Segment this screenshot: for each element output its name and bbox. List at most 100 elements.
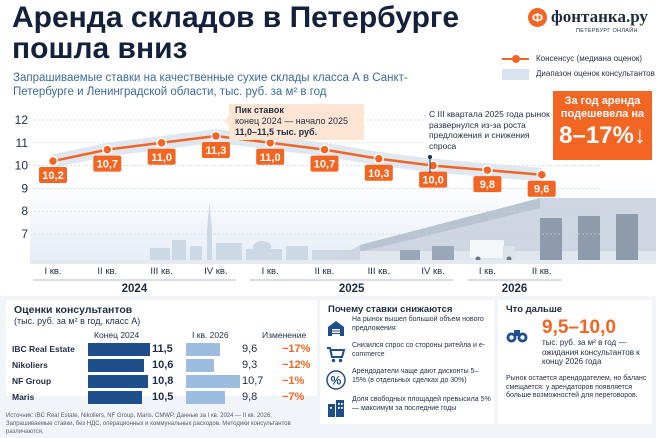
value-2024: 11,5: [152, 343, 173, 355]
data-label: 10,7: [314, 159, 335, 171]
logo-tagline: ПЕТЕРБУРГ ОНЛАЙН: [576, 28, 638, 34]
x-tick-label: I кв.: [262, 266, 279, 277]
data-label: 11,0: [260, 152, 281, 164]
year-labels: 2024 2025 2026: [33, 279, 562, 295]
forecast-range: 9,5–10,0: [542, 317, 616, 338]
data-label-box: [310, 155, 339, 172]
reason-text: Снизился спрос со стороны ритейла и e-co…: [352, 342, 486, 358]
change-value: −12%: [282, 359, 311, 371]
year-label: 2025: [339, 283, 365, 295]
data-point: [156, 137, 167, 149]
next-panel: Что дальше 9,5–10,0 тыс. руб. за м² в го…: [498, 300, 652, 424]
consultants-subtitle: (тыс. руб. за м² в год, класс А): [14, 316, 141, 326]
percent-icon: %: [326, 370, 346, 390]
consensus-line: [52, 134, 542, 176]
data-label: 11,0: [151, 152, 172, 164]
x-tick-label: III кв.: [150, 266, 172, 277]
data-point: [427, 160, 439, 171]
y-tick-label: 8: [21, 204, 28, 218]
logo-mark: Ф: [528, 8, 547, 27]
warehouse-icon: [328, 321, 344, 336]
data-point: [102, 144, 113, 155]
col-header-2026: I кв. 2026: [192, 330, 229, 340]
consultant-name: Maris: [12, 392, 35, 402]
buildings-icon: [328, 400, 344, 417]
binoculars-icon: [506, 330, 528, 343]
x-tick-label: I кв.: [479, 266, 496, 277]
reason-item: % Арендодатели чаще дают дисконты 5–15% …: [326, 368, 492, 394]
peak-callout-range: 11,0–11,5 тыс. руб.: [235, 127, 318, 137]
annual-drop-value: 8–17%↓: [559, 122, 646, 149]
city-skyline: [150, 202, 352, 260]
reason-item: На рынок вышел большой объем нового пред…: [326, 316, 492, 342]
reason-text: Арендодатели чаще дают дисконты 5–15% (в…: [352, 368, 479, 384]
bar-2024: [88, 343, 150, 356]
legend-range-label: Диапазон оценок консультантов: [536, 69, 655, 78]
data-labels: 10,2 10,7 11,0 11,3 11,0 10,7 10,3 10,0 9,8 9,6: [39, 141, 556, 197]
svg-text:%: %: [331, 374, 342, 388]
x-tick-label: IV кв.: [421, 266, 444, 277]
y-tick-label: 12: [15, 113, 29, 127]
page-title: Аренда складов в Петербурге пошла вниз: [12, 1, 460, 65]
y-tick-label: 10: [15, 159, 29, 173]
x-tick-label: II кв.: [532, 266, 552, 277]
forecast-paragraph: Рынок остается арендодателем, но баланс …: [506, 375, 647, 399]
bar-2026: [186, 391, 225, 404]
annual-drop-box: За год аренда подешевела на 8–17%↓: [553, 91, 652, 160]
legend-consensus-label: Консенсус (медиана оценок): [536, 54, 643, 63]
year-label: 2026: [502, 283, 528, 295]
fontanka-logo[interactable]: Ф фонтанка.ру ПЕТЕРБУРГ ОНЛАЙН: [528, 6, 650, 38]
data-label-box: [39, 167, 67, 184]
why-title: Почему ставки снижаются: [328, 304, 453, 315]
change-value: −17%: [282, 343, 311, 355]
why-panel: Почему ставки снижаются На рынок вышел б…: [320, 300, 494, 424]
reason-item: Доля свободных площадей превысила 5% — м…: [326, 396, 492, 422]
consultant-name: IBC Real Estate: [12, 344, 75, 354]
reason-text: Доля свободных площадей превысила 5% — м…: [352, 396, 491, 412]
value-2026: 9,3: [242, 359, 258, 371]
legend-consensus-dot: [512, 55, 520, 63]
data-points: [47, 130, 547, 180]
peak-callout: Пик ставок конец 2024 — начало 2025 11,0…: [224, 104, 364, 140]
consultant-name: Nikoliers: [12, 360, 48, 370]
chart-background: [0, 100, 656, 296]
y-tick-label: 7: [21, 227, 28, 241]
value-2026: 9,8: [242, 391, 258, 403]
logo-name: фонтанка.ру: [551, 7, 648, 26]
data-point: [210, 130, 222, 142]
x-tick-label: II кв.: [315, 266, 335, 277]
y-tick-label: 9: [21, 181, 28, 195]
x-tick-label: III кв.: [368, 266, 390, 277]
consultants-panel: Оценки консультантов (тыс. руб. за м² в …: [6, 300, 317, 404]
bar-2026: [186, 375, 240, 388]
x-tick-label: II кв.: [97, 266, 117, 277]
source-note: Источник: IBC Real Estate, Nikoliers, NF…: [6, 413, 291, 435]
value-2024: 10,6: [152, 359, 174, 371]
col-header-2024: Конец 2024: [94, 330, 140, 340]
data-label: 10,2: [42, 170, 63, 182]
bar-2026: [186, 343, 221, 356]
x-tick-label: I кв.: [44, 266, 61, 277]
page-subtitle: Запрашиваемые ставки на качественные сух…: [13, 72, 408, 98]
change-value: −7%: [282, 391, 305, 403]
data-point: [482, 164, 493, 176]
x-tick-labels: I кв. II кв. III кв. IV кв. I кв. II кв. III к…: [44, 266, 551, 277]
col-header-change: Изменение: [262, 330, 307, 340]
consultants-title: Оценки консультантов: [14, 304, 133, 316]
consensus-series-line: [52, 134, 542, 176]
data-point: [47, 155, 59, 167]
data-label: 10,0: [422, 175, 443, 187]
data-label: 10,7: [97, 159, 118, 171]
consultant-row: Nikoliers 10,6 9,3 −12%: [6, 359, 317, 372]
consultant-row: NF Group 10,8 10,7 −1%: [6, 375, 317, 388]
y-tick-label: 11: [16, 136, 29, 150]
data-point: [536, 169, 547, 180]
value-2026: 9,6: [242, 343, 258, 355]
reason-item: Снизился спрос со стороны ритейла и e-co…: [326, 342, 492, 368]
q3-2025-note: С III квартала 2025 года рынок развернул…: [426, 109, 554, 151]
bar-2024: [88, 375, 149, 388]
bar-2024: [88, 359, 144, 372]
value-2026: 10,7: [242, 375, 264, 387]
legend-range-swatch: [502, 69, 529, 80]
